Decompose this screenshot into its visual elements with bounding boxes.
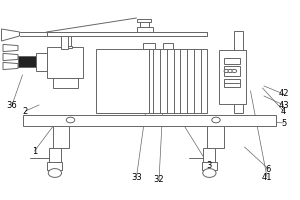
Bar	[47, 162, 62, 170]
Circle shape	[203, 169, 216, 177]
Bar	[137, 19, 151, 22]
Circle shape	[212, 117, 220, 123]
Polygon shape	[3, 44, 18, 52]
Bar	[61, 36, 68, 49]
Text: 36: 36	[7, 100, 17, 110]
Text: 33: 33	[131, 172, 142, 182]
Polygon shape	[3, 62, 18, 70]
Bar	[163, 43, 173, 49]
Bar	[61, 46, 72, 48]
Bar	[49, 148, 61, 162]
Circle shape	[66, 117, 75, 123]
Polygon shape	[3, 53, 18, 61]
Bar	[36, 53, 47, 71]
Bar	[47, 47, 83, 78]
Text: 43: 43	[278, 100, 289, 110]
Circle shape	[232, 69, 237, 73]
Bar	[224, 79, 240, 87]
Polygon shape	[2, 29, 20, 41]
Text: 2: 2	[23, 106, 28, 116]
Bar	[136, 27, 153, 32]
Bar	[52, 78, 78, 88]
Bar	[140, 21, 149, 27]
Circle shape	[228, 69, 233, 73]
Text: 42: 42	[278, 90, 289, 98]
Bar	[202, 162, 217, 170]
Text: 3: 3	[206, 160, 211, 170]
Bar	[18, 56, 36, 67]
Circle shape	[224, 69, 229, 73]
Circle shape	[48, 169, 62, 177]
Text: 5: 5	[281, 118, 286, 128]
Bar	[224, 58, 240, 64]
Text: 32: 32	[154, 176, 164, 184]
Bar	[234, 31, 243, 113]
Bar	[148, 49, 207, 113]
Bar	[96, 49, 148, 113]
Bar	[143, 43, 155, 49]
Bar	[203, 148, 215, 162]
Bar	[46, 32, 207, 36]
Text: 4: 4	[281, 106, 286, 116]
Bar	[63, 36, 70, 47]
Text: 6: 6	[266, 164, 271, 173]
Bar	[52, 126, 69, 148]
Bar	[207, 126, 224, 148]
Bar	[22, 115, 276, 126]
Bar	[224, 66, 240, 76]
Bar	[219, 50, 246, 104]
Text: 1: 1	[32, 146, 37, 156]
Text: 41: 41	[262, 172, 272, 182]
